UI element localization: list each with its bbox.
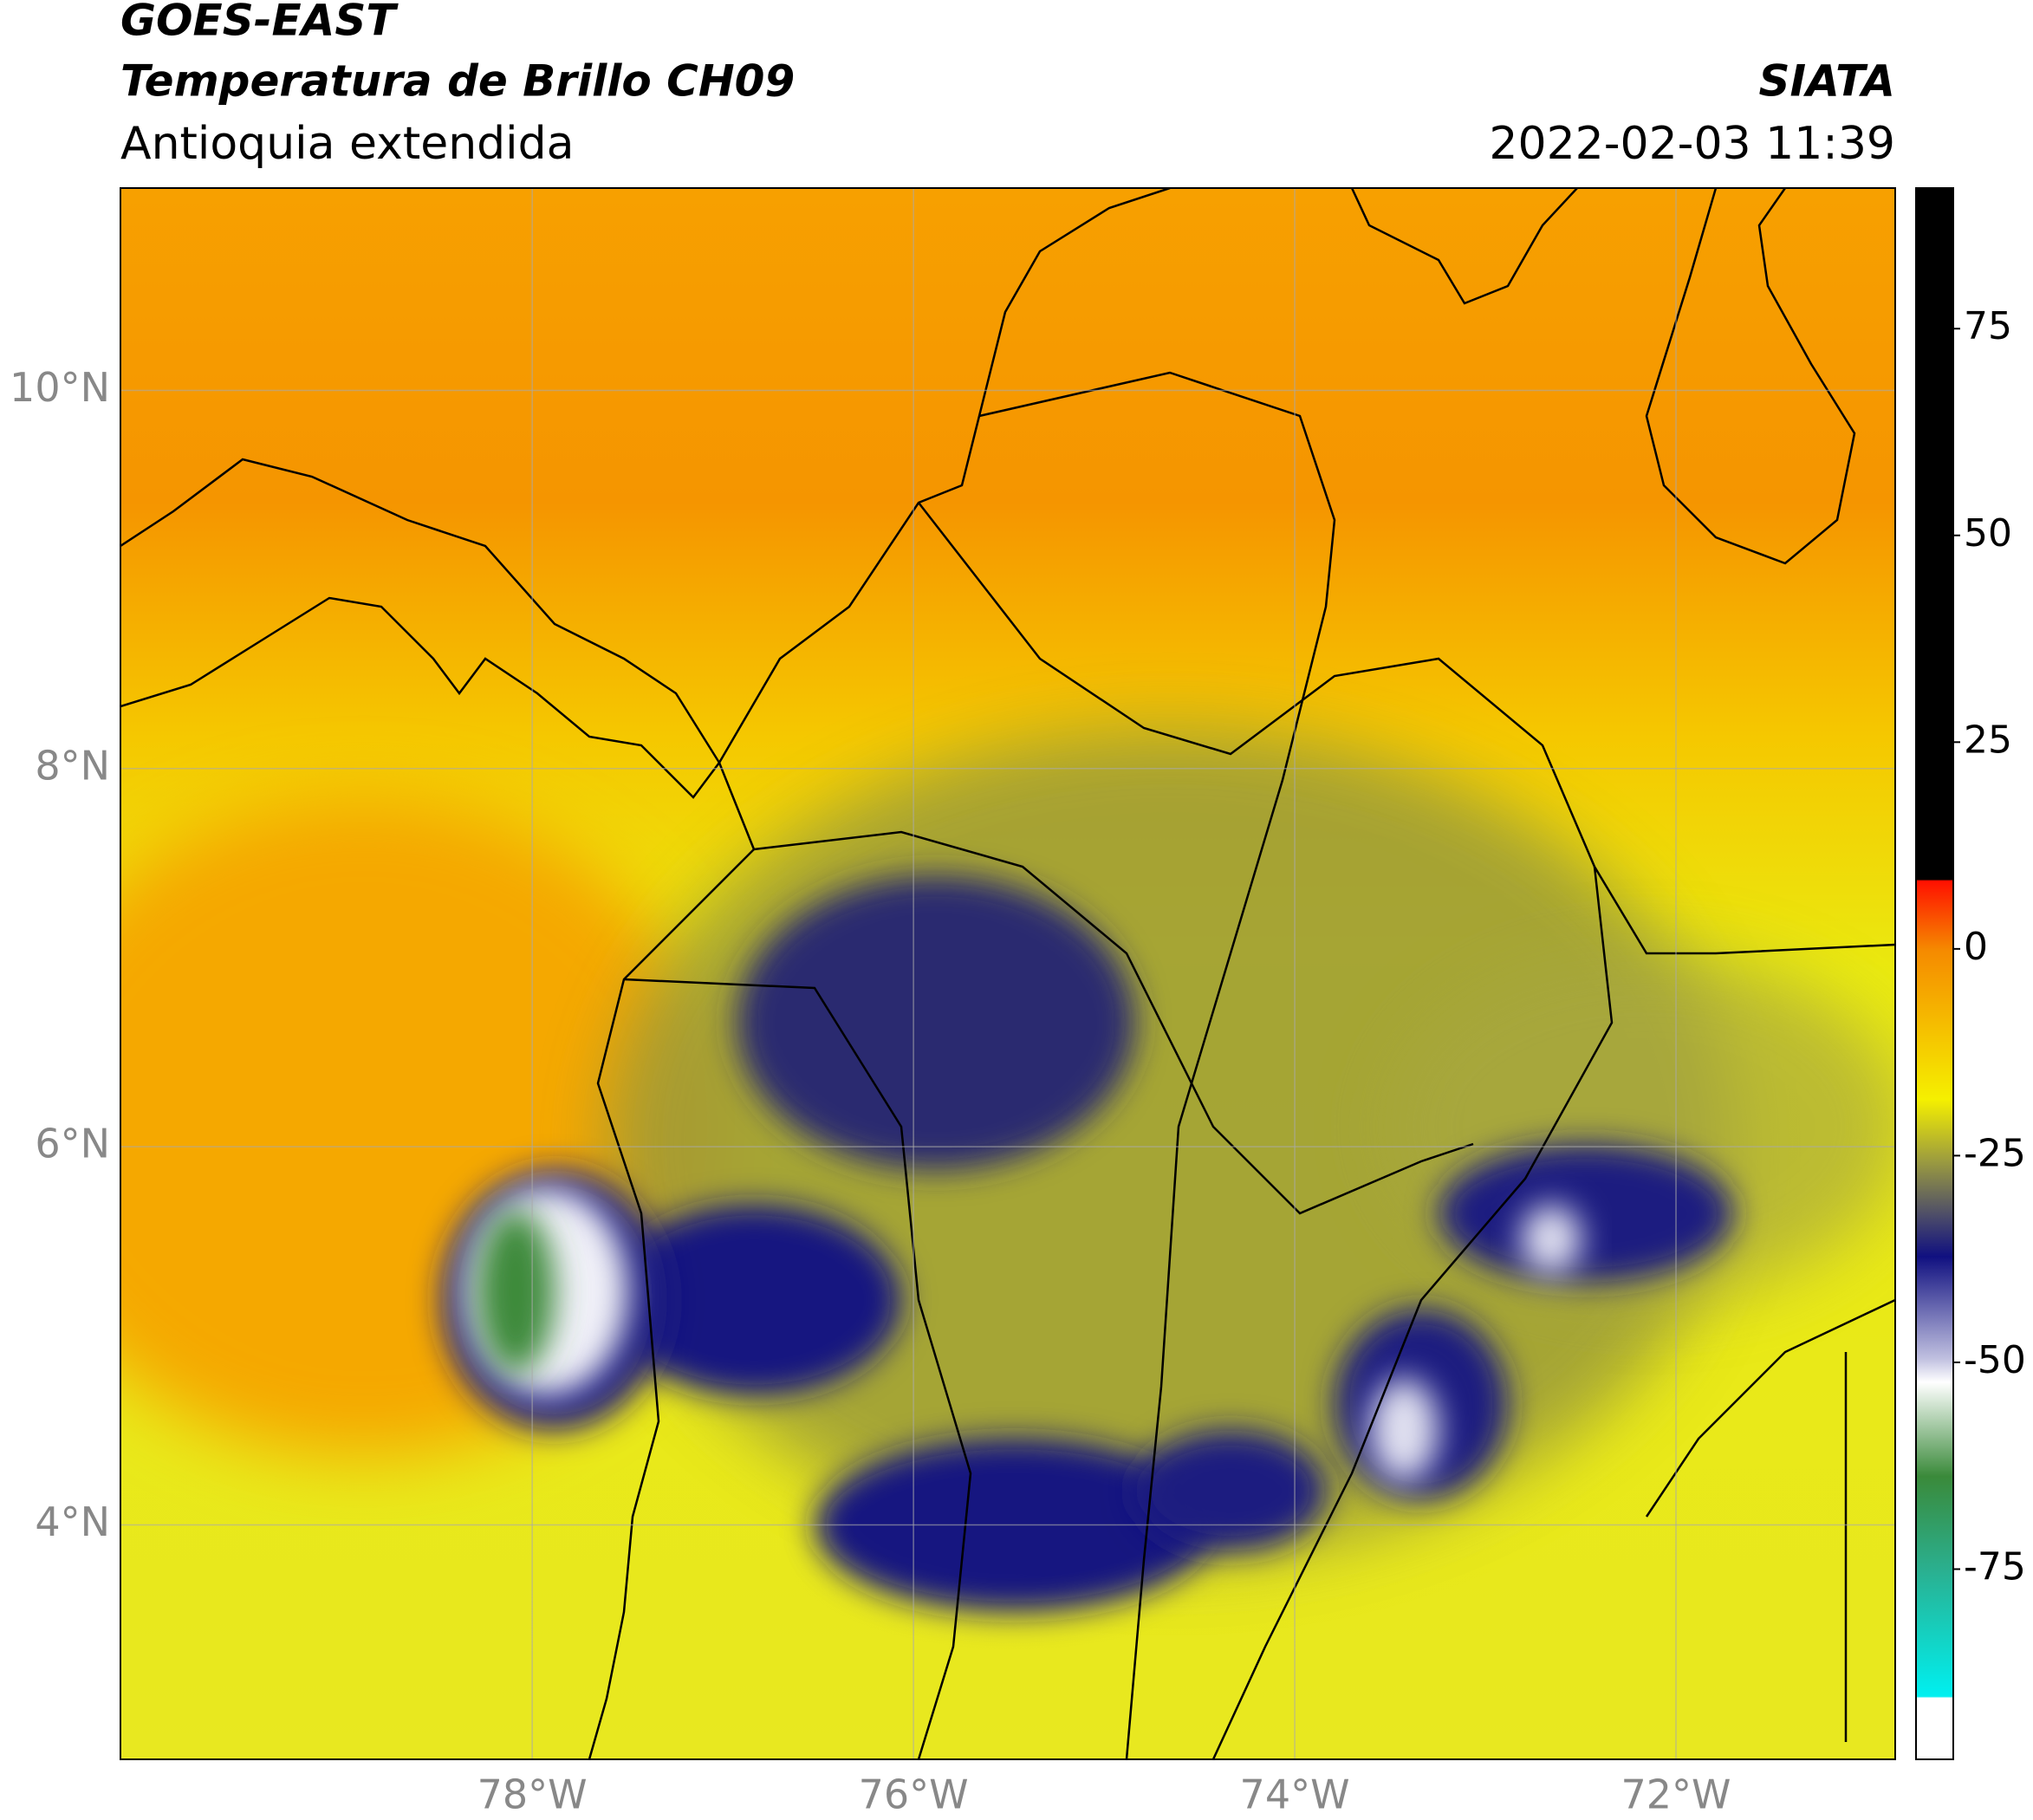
- region-title: Antioquia extendida: [120, 118, 575, 170]
- satellite-title: GOES-EAST: [120, 0, 399, 46]
- datetime-label: 2022-02-03 11:39: [1489, 118, 1895, 170]
- x-tick-label: 76°W: [859, 1771, 969, 1818]
- colorbar-tick-label: -25: [1964, 1131, 2026, 1175]
- y-tick-label: 10°N: [10, 364, 110, 411]
- colorbar-tick-label: -75: [1964, 1545, 2026, 1589]
- y-tick-label: 4°N: [35, 1498, 110, 1545]
- grid: [120, 188, 1895, 1759]
- x-tick-label: 78°W: [477, 1771, 588, 1818]
- colorbar-tick-label: -50: [1964, 1338, 2026, 1382]
- product-title: Temperatura de Brillo CH09: [120, 56, 795, 107]
- y-tick-label: 8°N: [35, 742, 110, 789]
- colorbar: [1915, 187, 1954, 1760]
- y-tick-label: 6°N: [35, 1121, 110, 1167]
- x-tick-label: 72°W: [1621, 1771, 1731, 1818]
- source-label: SIATA: [1759, 56, 1895, 107]
- x-tick-label: 74°W: [1240, 1771, 1350, 1818]
- colorbar-tick-label: 50: [1964, 511, 2012, 556]
- colorbar-tick-label: 25: [1964, 718, 2012, 762]
- colorbar-tick-label: 75: [1964, 304, 2012, 348]
- colorbar-tick-label: 0: [1964, 925, 1988, 969]
- map-frame: [120, 187, 1896, 1760]
- map-image: [120, 188, 1895, 1759]
